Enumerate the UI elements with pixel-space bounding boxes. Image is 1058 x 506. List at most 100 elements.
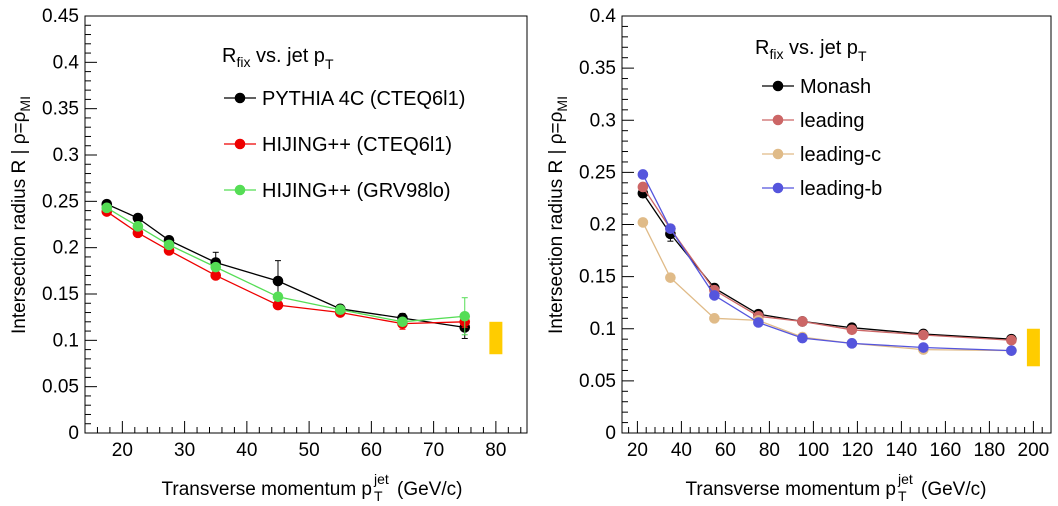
x-tick-label: 20 [627, 440, 648, 461]
x-axis-title: Transverse momentum p [162, 479, 372, 500]
y-tick-label: 0.35 [42, 99, 79, 120]
x-axis-title-sup: jet [897, 471, 913, 487]
legend-entry-label: leading-b [800, 178, 882, 200]
data-point [210, 270, 222, 281]
legend-entry-label: HIJING++ (CTEQ6l1) [262, 134, 452, 156]
legend-swatch-marker [772, 182, 784, 194]
x-tick-label: 200 [1018, 440, 1050, 461]
y-tick-label: 0 [68, 423, 79, 444]
data-point [163, 239, 175, 251]
x-tick-label: 60 [715, 440, 736, 461]
x-tick-label: 100 [798, 440, 830, 461]
y-tick-label: 0.4 [53, 52, 80, 73]
x-tick-label: 80 [485, 440, 506, 461]
y-tick-label: 0.05 [579, 371, 616, 392]
legend-swatch-marker [234, 184, 246, 196]
series-line [106, 203, 465, 329]
series-3 [101, 202, 471, 336]
y-axis-title: Intersection radius R | ρ=ρMI [546, 96, 570, 334]
y-tick-label: 0.4 [590, 6, 617, 27]
data-point [665, 223, 676, 234]
chart-panel-1: 0 0.05 0.1 0.15 0.2 0.25 0.3 0.35 0.4 0.45 20 30 40 5… [9, 6, 528, 504]
x-axis-title-unit: (GeV/c) [397, 479, 462, 500]
plot-frame [84, 15, 528, 434]
chart-panel-2: 0 0.05 0.1 0.15 0.2 0.25 0.3 0.35 0.4 20 40 60 80 100… [546, 6, 1052, 504]
legend: Rfix vs. jet pT Monash leading leading-c lea… [755, 37, 882, 200]
legend-swatch-marker [234, 138, 246, 150]
series-line [642, 174, 1012, 352]
data-point [753, 317, 764, 328]
data-point [918, 342, 929, 353]
x-tick-label: 40 [671, 440, 692, 461]
y-tick-label: 0.45 [42, 6, 79, 27]
data-point [709, 290, 720, 301]
data-point [1006, 345, 1017, 356]
x-axis-title-sup: jet [373, 471, 389, 487]
legend-title: Rfix vs. jet pT [222, 45, 334, 72]
legend-swatch-marker [772, 148, 784, 160]
x-tick-label: 40 [236, 440, 257, 461]
y-tick-label: 0.35 [579, 58, 616, 79]
legend-entry-label: leading [800, 110, 865, 132]
y-tick-label: 0 [605, 423, 616, 444]
data-point [846, 324, 858, 336]
data-point [272, 291, 284, 303]
y-tick-label: 0.2 [590, 215, 616, 236]
x-axis-title: Transverse momentum p [686, 479, 896, 500]
data-point [846, 338, 858, 349]
legend-entry-label: Monash [800, 76, 871, 98]
y-tick-label: 0.15 [42, 284, 79, 305]
data-point [665, 272, 676, 283]
x-tick-label: 50 [299, 440, 320, 461]
data-point [210, 261, 222, 273]
data-point [132, 212, 144, 224]
series-line [642, 186, 1012, 341]
x-tick-label: 180 [974, 440, 1006, 461]
data-point [709, 313, 720, 324]
legend-swatch-marker [772, 80, 784, 92]
x-tick-label: 60 [361, 440, 382, 461]
x-tick-label: 140 [886, 440, 918, 461]
y-tick-label: 0.1 [53, 330, 79, 351]
legend-title: Rfix vs. jet pT [755, 37, 867, 64]
data-point [397, 316, 408, 328]
series-3 [637, 217, 1017, 356]
series-2 [101, 206, 471, 330]
uncertainty-band [1026, 328, 1040, 367]
x-axis-title-sub: T [898, 488, 907, 504]
series-line [106, 210, 465, 325]
series-line [642, 192, 1012, 340]
uncertainty-band [489, 321, 503, 355]
y-tick-label: 0.15 [579, 267, 616, 288]
series-line [642, 222, 1012, 352]
y-tick-label: 0.3 [590, 110, 616, 131]
x-tick-label: 160 [930, 440, 962, 461]
y-tick-label: 0.25 [579, 162, 616, 183]
series-1 [101, 198, 471, 339]
data-point [101, 202, 113, 214]
x-tick-label: 20 [112, 440, 133, 461]
data-point [637, 217, 649, 228]
data-point [918, 329, 929, 341]
data-point [272, 275, 284, 287]
x-tick-label: 30 [174, 440, 195, 461]
data-point [1006, 334, 1017, 346]
y-tick-label: 0.2 [53, 238, 79, 259]
y-axis-title: Intersection radius R | ρ=ρMI [9, 96, 33, 334]
data-point [459, 310, 471, 322]
x-axis-title-sub: T [374, 488, 383, 504]
data-point [637, 169, 649, 180]
x-tick-label: 120 [842, 440, 874, 461]
legend-entry-label: leading-c [800, 144, 881, 166]
series-4 [637, 169, 1017, 356]
data-point [797, 316, 808, 327]
y-tick-label: 0.3 [53, 145, 79, 166]
series-line [106, 207, 465, 323]
legend-entry-label: HIJING++ (GRV98lo) [262, 180, 451, 202]
legend-entry-label: PYTHIA 4C (CTEQ6l1) [262, 88, 465, 110]
x-tick-label: 80 [759, 440, 780, 461]
x-tick-label: 70 [423, 440, 444, 461]
data-point [132, 221, 144, 232]
